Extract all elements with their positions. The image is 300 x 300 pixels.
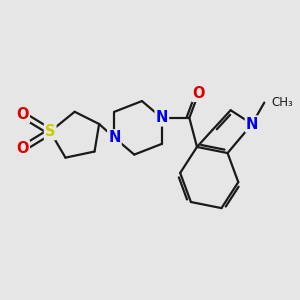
Text: O: O bbox=[16, 141, 29, 156]
Text: O: O bbox=[192, 86, 205, 101]
Text: N: N bbox=[246, 116, 258, 131]
Text: N: N bbox=[156, 110, 168, 125]
Text: CH₃: CH₃ bbox=[271, 96, 293, 109]
Text: O: O bbox=[16, 107, 29, 122]
Text: S: S bbox=[45, 124, 56, 139]
Text: N: N bbox=[108, 130, 121, 145]
